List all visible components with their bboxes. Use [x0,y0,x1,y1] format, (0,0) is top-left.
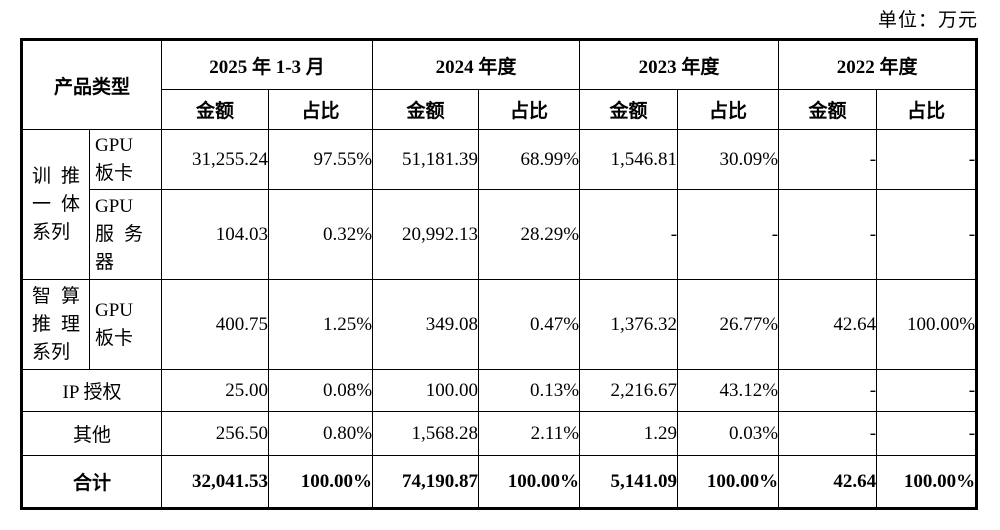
share-cell: 0.08% [268,369,374,412]
product-type-header: 产品类型 [20,39,163,130]
group-label-text: 智算推理系列 [32,285,80,363]
share-cell: 0.32% [268,189,374,280]
share-header-2023: 占比 [677,89,780,130]
share-cell: 97.55% [268,129,374,190]
period-header-2023: 2023 年度 [579,39,780,90]
row-label-total: 合计 [20,455,163,509]
sub-label-text: GPU 板卡 [95,134,134,184]
amount-cell: 1,546.81 [579,129,679,190]
amount-cell: 74,190.87 [372,455,480,509]
share-cell: 0.47% [478,279,581,370]
amount-cell: - [778,189,878,280]
amount-cell: 400.75 [161,279,270,370]
amount-cell: 256.50 [161,411,270,456]
amount-cell: 5,141.09 [579,455,679,509]
share-cell: 0.13% [478,369,581,412]
row-traininfer-gpu-card: 训推一体系列 GPU 板卡 31,255.24 97.55% 51,181.39… [21,129,978,280]
period-header-2025q1: 2025 年 1-3 月 [161,39,374,90]
amount-header-2022: 金额 [778,89,878,130]
share-cell: 100.00% [677,455,780,509]
amount-cell: 1,376.32 [579,279,679,370]
share-cell: 100.00% [876,455,978,509]
amount-cell: 20,992.13 [372,189,480,280]
amount-header-2025: 金额 [161,89,270,130]
sub-label-text: GPU 服务器 [95,195,143,273]
share-cell: 0.80% [268,411,374,456]
share-header-2025: 占比 [268,89,374,130]
share-cell: - [876,189,978,280]
amount-cell: 2,216.67 [579,369,679,412]
amount-cell: 31,255.24 [161,129,270,190]
row-traininfer-gpu-server: GPU 服务器 104.03 0.32% 20,992.13 28.29% - … [22,189,978,280]
amount-cell: 349.08 [372,279,480,370]
amount-cell: 100.00 [372,369,480,412]
row-others: 其他 256.50 0.80% 1,568.28 2.11% 1.29 0.03… [20,411,978,456]
header-row-metrics: 金额 占比 金额 占比 金额 占比 金额 占比 [22,89,978,130]
group-label-text: 训推一体系列 [32,165,80,243]
row-smartcompute-gpu-card: 智算推理系列 GPU 板卡 400.75 1.25% 349.08 0.47% … [21,279,978,370]
amount-cell: - [579,189,679,280]
period-header-2022: 2022 年度 [778,39,978,90]
share-header-2022: 占比 [876,89,978,130]
share-cell: 2.11% [478,411,581,456]
share-cell: 1.25% [268,279,374,370]
amount-cell: 1,568.28 [372,411,480,456]
sub-label-gpu-server: GPU 服务器 [88,189,163,280]
share-cell: - [876,411,978,456]
amount-cell: 32,041.53 [161,455,270,509]
row-ip-licensing: IP 授权 25.00 0.08% 100.00 0.13% 2,216.67 … [20,369,978,412]
row-total: 合计 32,041.53 100.00% 74,190.87 100.00% 5… [20,455,978,509]
amount-header-2024: 金额 [372,89,480,130]
share-cell: 100.00% [876,279,978,370]
row-label-others: 其他 [20,411,163,456]
unit-label: 单位：万元 [877,10,978,31]
amount-cell: - [778,369,878,412]
amount-cell: 1.29 [579,411,679,456]
row-label-ip-licensing: IP 授权 [20,369,163,412]
group-label-smart-compute-series: 智算推理系列 [21,279,90,370]
amount-header-2023: 金额 [579,89,679,130]
sub-label-text: GPU 板卡 [95,299,134,349]
share-cell: 43.12% [677,369,780,412]
sub-label-gpu-card: GPU 板卡 [88,129,163,190]
sub-label-gpu-card: GPU 板卡 [88,279,163,370]
amount-cell: 25.00 [161,369,270,412]
revenue-by-product-table: 产品类型 2025 年 1-3 月 2024 年度 2023 年度 2022 年… [20,38,979,510]
share-cell: 26.77% [677,279,780,370]
header-row-periods: 产品类型 2025 年 1-3 月 2024 年度 2023 年度 2022 年… [20,39,978,130]
amount-cell: 42.64 [778,455,878,509]
share-cell: 100.00% [268,455,374,509]
share-cell: - [677,189,780,280]
period-header-2024: 2024 年度 [372,39,581,90]
share-cell: 68.99% [478,129,581,190]
amount-cell: 42.64 [778,279,878,370]
amount-cell: 51,181.39 [372,129,480,190]
share-cell: 30.09% [677,129,780,190]
share-cell: - [876,129,978,190]
share-cell: - [876,369,978,412]
share-cell: 28.29% [478,189,581,280]
share-header-2024: 占比 [478,89,581,130]
amount-cell: 104.03 [161,189,270,280]
amount-cell: - [778,411,878,456]
share-cell: 0.03% [677,411,780,456]
amount-cell: - [778,129,878,190]
group-label-train-infer-series: 训推一体系列 [21,129,90,280]
share-cell: 100.00% [478,455,581,509]
